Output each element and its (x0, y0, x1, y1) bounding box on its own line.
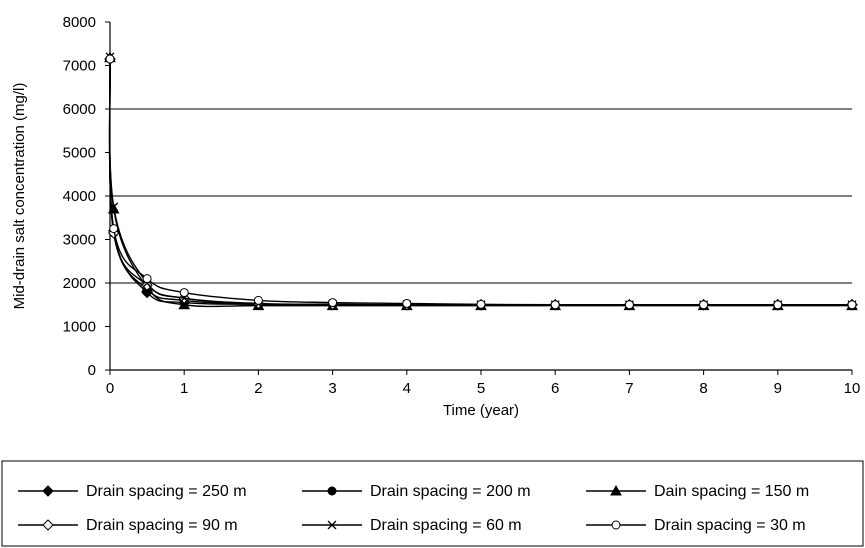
x-tick-label: 3 (328, 380, 336, 397)
y-ticks: 0 1000 2000 3000 4000 5000 6000 7000 8000 (63, 14, 110, 379)
data-point (402, 298, 412, 308)
legend-marker (327, 486, 337, 496)
series-3 (104, 51, 858, 311)
series-5 (105, 52, 857, 310)
legend-marker (327, 520, 337, 530)
data-point (328, 298, 338, 308)
legend-label: Drain spacing = 200 m (370, 483, 531, 500)
x-tick-label: 8 (699, 380, 707, 397)
legend-marker (42, 485, 54, 497)
grid-lines (110, 108, 852, 284)
legend-item: Drain spacing = 250 m (18, 483, 247, 500)
data-point (773, 300, 783, 310)
y-tick-label: 1000 (63, 319, 96, 336)
series-layer (104, 51, 858, 311)
legend-item: Drain spacing = 90 m (18, 517, 238, 534)
series-line (108, 57, 852, 308)
x-tick-label: 1 (180, 380, 188, 397)
x-tick-label: 6 (551, 380, 559, 397)
data-point (105, 54, 115, 64)
legend-label: Drain spacing = 250 m (86, 483, 247, 500)
x-tick-label: 7 (625, 380, 633, 397)
x-tick-label: 4 (403, 380, 411, 397)
legend-label: Drain spacing = 60 m (370, 517, 522, 534)
x-axis-title: Time (year) (443, 402, 519, 419)
x-ticks: 0 1 2 3 4 5 6 7 8 9 10 (106, 370, 861, 397)
x-tick-label: 2 (254, 380, 262, 397)
legend-marker (610, 484, 622, 496)
series-1 (104, 53, 858, 311)
y-tick-label: 7000 (63, 58, 96, 75)
legend-item: Drain spacing = 200 m (302, 483, 531, 500)
data-point (179, 288, 189, 298)
series-line (108, 58, 852, 306)
series-line (108, 58, 852, 306)
x-tick-label: 9 (774, 380, 782, 397)
y-tick-label: 2000 (63, 275, 96, 292)
x-tick-label: 10 (844, 380, 861, 397)
data-point (253, 295, 263, 305)
x-tick-label: 0 (106, 380, 114, 397)
series-2 (105, 54, 857, 310)
data-point (141, 279, 153, 291)
legend-marker (42, 519, 54, 531)
data-point (699, 300, 709, 310)
legend-box (1, 460, 864, 547)
data-point (847, 300, 857, 310)
data-point (109, 224, 119, 234)
y-tick-label: 8000 (63, 14, 96, 31)
legend-item: Drain spacing = 30 m (586, 517, 806, 534)
data-point (550, 300, 560, 310)
legend-item: Dain spacing = 150 m (586, 483, 809, 500)
legend-label: Drain spacing = 90 m (86, 517, 238, 534)
legend: Drain spacing = 250 m Drain spacing = 200… (1, 460, 864, 547)
y-tick-label: 6000 (63, 101, 96, 118)
y-tick-label: 0 (88, 362, 96, 379)
legend-label: Dain spacing = 150 m (654, 483, 809, 500)
y-tick-label: 3000 (63, 232, 96, 249)
legend-label: Drain spacing = 30 m (654, 517, 806, 534)
data-point (624, 300, 634, 310)
series-6 (105, 54, 857, 310)
y-tick-label: 4000 (63, 188, 96, 205)
series-line (108, 56, 852, 306)
series-4 (104, 53, 858, 311)
y-tick-label: 5000 (63, 145, 96, 162)
data-point (142, 274, 152, 284)
legend-item: Drain spacing = 60 m (302, 517, 522, 534)
series-line (108, 58, 852, 306)
x-tick-label: 5 (477, 380, 485, 397)
y-axis-title: Mid-drain salt concentration (mg/l) (11, 83, 28, 310)
data-point (476, 299, 486, 309)
series-line (108, 58, 852, 306)
legend-marker (611, 520, 621, 530)
data-point (178, 298, 191, 310)
